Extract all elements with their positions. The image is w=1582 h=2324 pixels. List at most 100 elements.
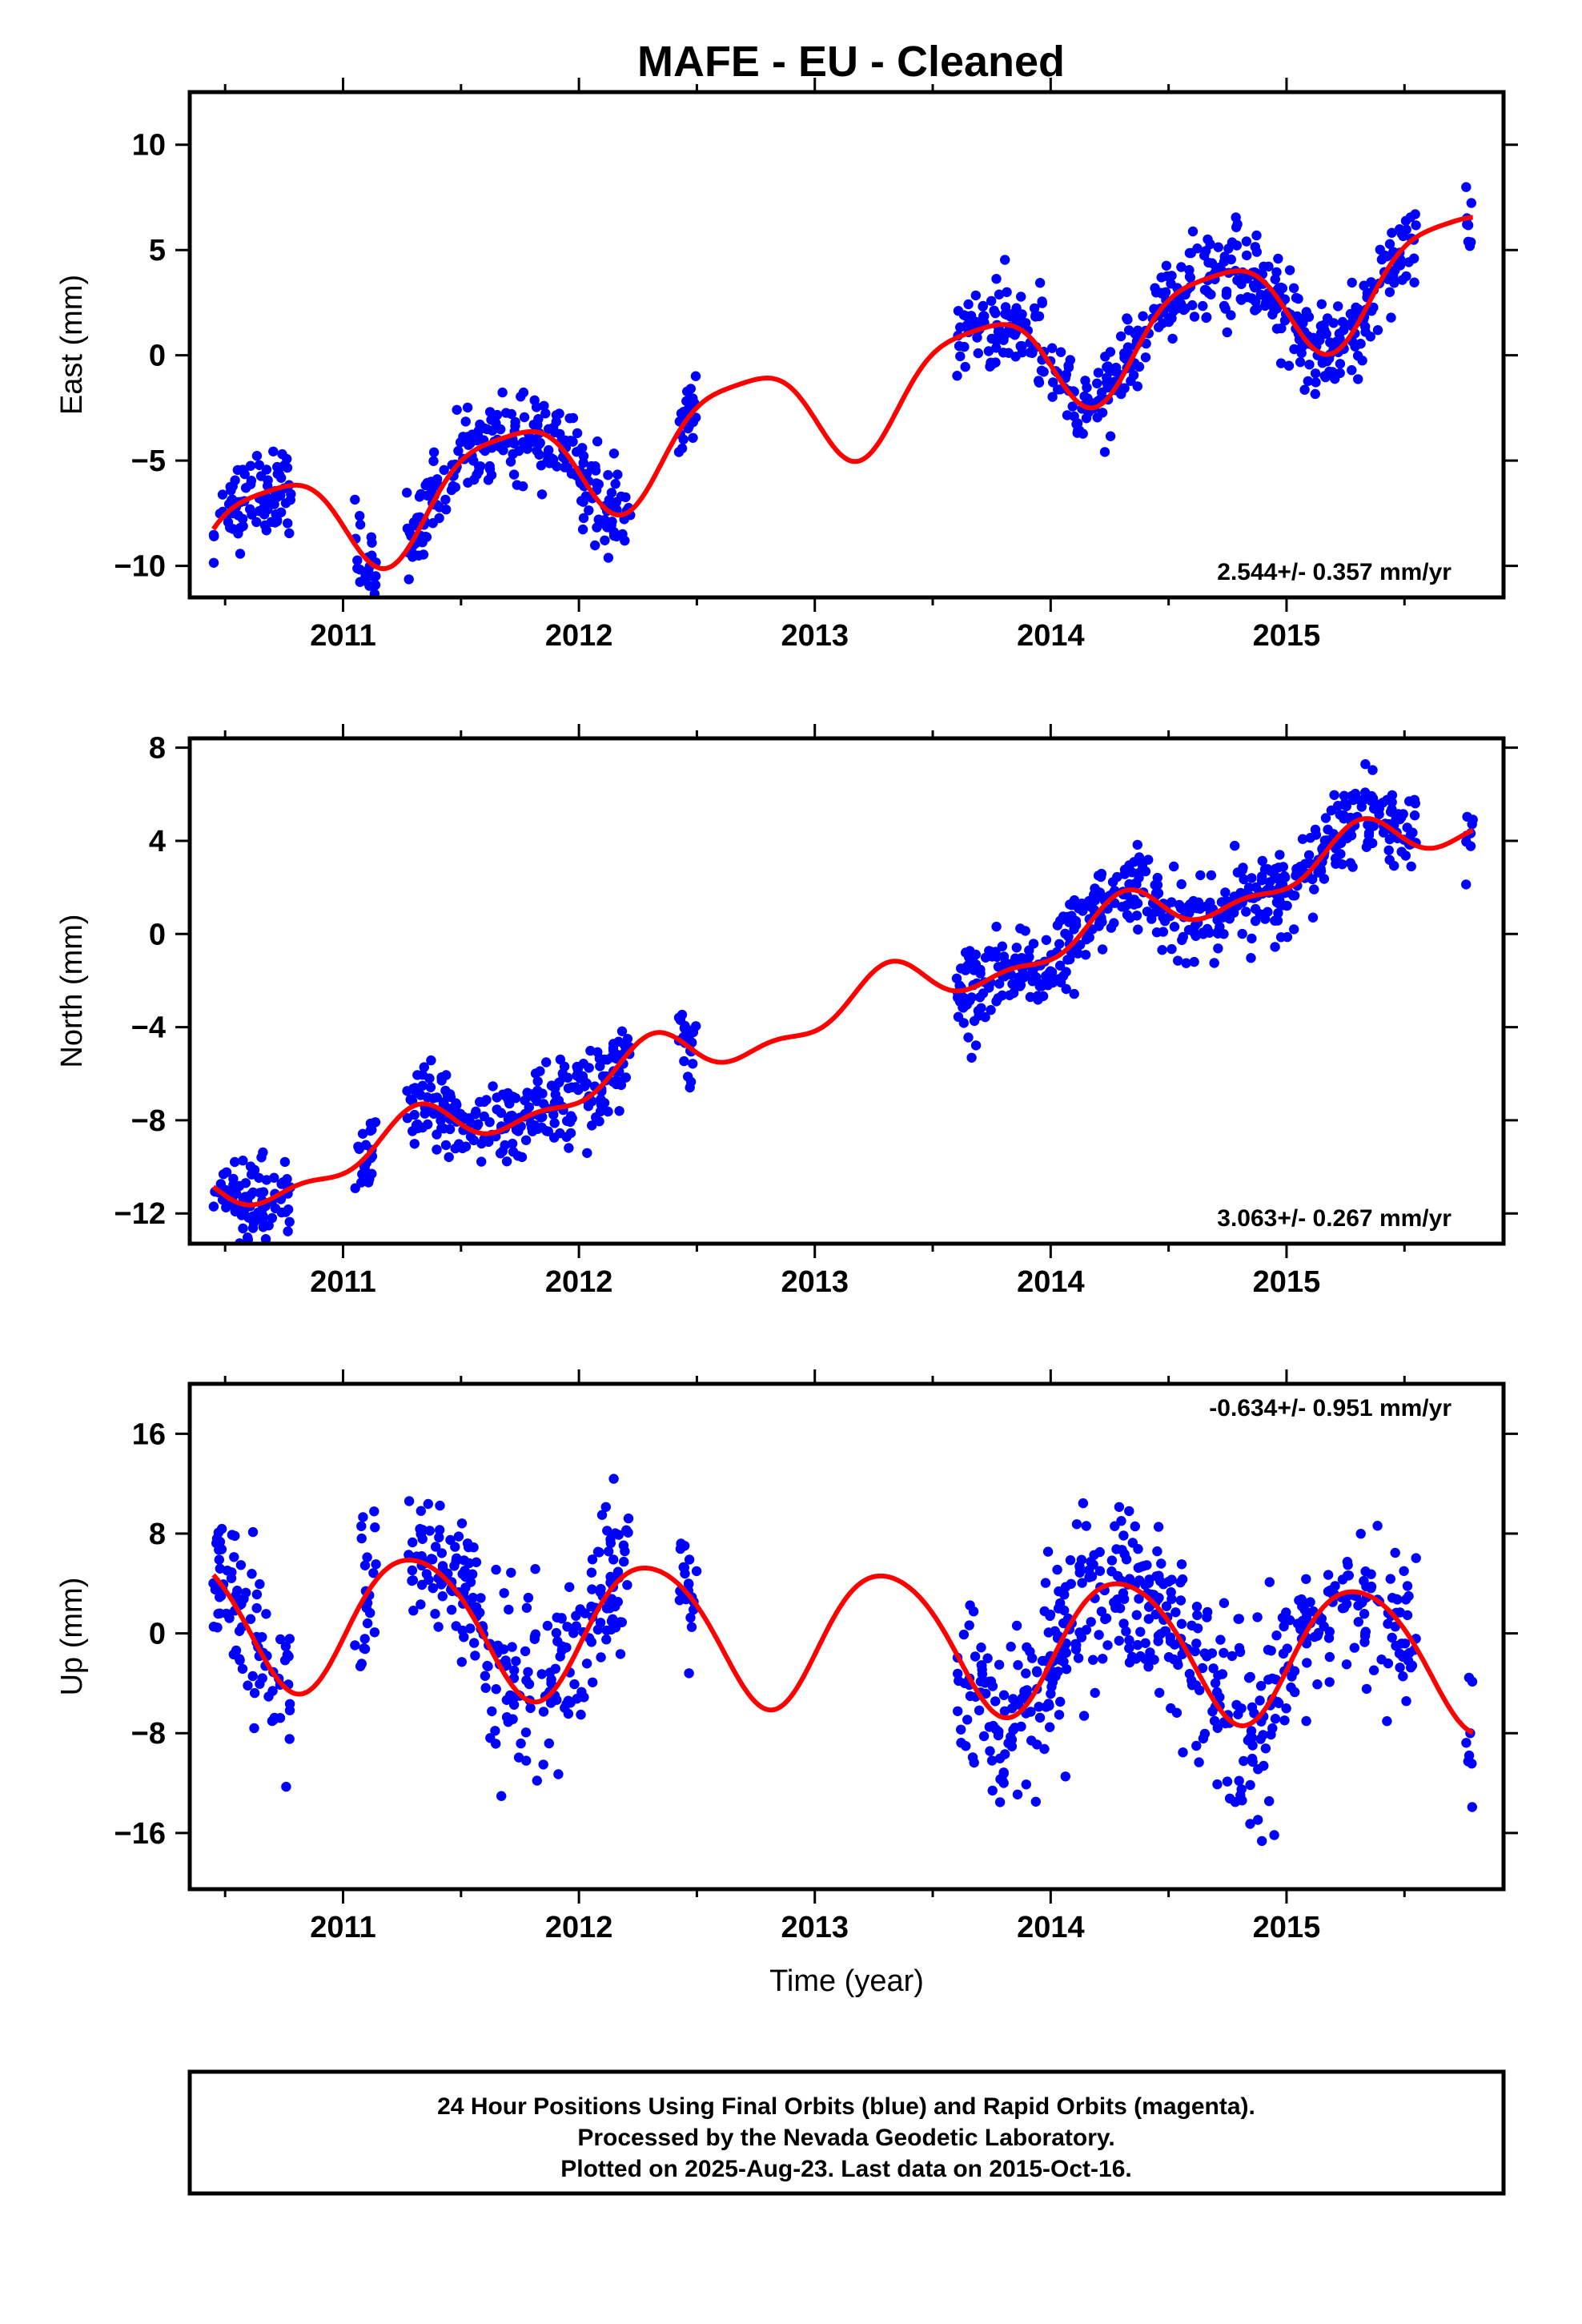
data-point <box>1305 1597 1315 1607</box>
data-point <box>408 1575 419 1586</box>
x-tick-label: 2011 <box>310 1911 375 1944</box>
data-point <box>1175 1595 1186 1606</box>
data-point <box>1110 1521 1120 1531</box>
data-point <box>532 1775 542 1786</box>
data-point <box>491 1564 501 1575</box>
data-point <box>1386 312 1396 323</box>
data-point <box>1286 1682 1296 1693</box>
data-point <box>1166 943 1177 955</box>
data-point <box>1191 1602 1203 1612</box>
data-point <box>1467 1676 1478 1687</box>
data-point <box>677 1009 688 1020</box>
data-point <box>566 468 577 479</box>
data-point <box>1163 1576 1174 1587</box>
data-point <box>460 416 471 427</box>
data-point <box>549 427 560 438</box>
data-point <box>1275 358 1287 368</box>
data-point <box>1463 236 1474 247</box>
data-point <box>608 448 620 459</box>
data-point <box>1384 287 1395 297</box>
data-point <box>483 475 494 485</box>
data-point <box>426 1055 436 1066</box>
data-point <box>1463 1756 1474 1767</box>
data-point <box>492 1104 502 1115</box>
data-point <box>1312 1679 1323 1690</box>
data-point <box>402 1113 413 1124</box>
data-point <box>582 1148 592 1159</box>
data-point <box>425 1082 436 1093</box>
data-point <box>596 1652 606 1663</box>
data-point <box>267 1212 278 1224</box>
data-point <box>520 1646 531 1657</box>
data-point <box>621 1525 632 1535</box>
data-point <box>604 1603 615 1614</box>
data-point <box>1401 271 1411 282</box>
data-point <box>496 1791 507 1801</box>
data-point <box>424 1574 434 1586</box>
data-point <box>1011 1620 1022 1631</box>
data-point <box>1190 920 1201 931</box>
data-point <box>1121 1626 1131 1637</box>
data-point <box>497 1089 508 1100</box>
data-point <box>555 1128 565 1139</box>
data-point <box>1269 1830 1279 1840</box>
data-point <box>551 410 562 420</box>
data-point <box>283 518 293 529</box>
data-point <box>447 1104 457 1114</box>
y-tick-label: −8 <box>131 1717 166 1751</box>
data-point <box>227 481 238 492</box>
data-point <box>1040 1578 1051 1588</box>
data-point <box>1347 365 1357 376</box>
data-point <box>1368 803 1379 814</box>
data-point <box>1189 956 1199 967</box>
data-point <box>1250 915 1261 927</box>
data-point <box>485 1733 496 1743</box>
data-point <box>1134 1594 1144 1604</box>
data-point <box>1466 198 1477 208</box>
data-point <box>215 1608 225 1618</box>
data-point <box>221 1167 232 1178</box>
data-point <box>1219 1598 1230 1608</box>
data-point <box>962 1715 973 1725</box>
data-point <box>1270 1714 1281 1724</box>
data-point <box>1376 1655 1387 1665</box>
data-point <box>1248 280 1259 291</box>
data-point <box>608 1554 619 1565</box>
data-point <box>1073 1653 1084 1663</box>
data-point <box>285 495 295 505</box>
data-point <box>1105 431 1116 441</box>
data-point <box>684 1668 694 1679</box>
data-point <box>538 1707 549 1717</box>
data-point <box>1176 1559 1187 1570</box>
data-point <box>1309 884 1319 895</box>
east-x-ticks: 2011 2012 2013 2014 2015 <box>223 78 1406 653</box>
data-point <box>973 348 984 359</box>
data-point <box>1223 243 1234 254</box>
data-point <box>457 1625 468 1636</box>
data-point <box>456 1657 467 1667</box>
data-point <box>1303 850 1315 861</box>
data-point <box>1176 879 1186 890</box>
data-point <box>1398 1671 1408 1682</box>
data-point <box>1094 1630 1104 1640</box>
data-point <box>247 1671 258 1682</box>
data-point <box>484 1136 494 1148</box>
data-point <box>990 357 1001 368</box>
data-point <box>1202 923 1213 935</box>
data-point <box>1063 362 1074 373</box>
data-point <box>620 1072 631 1083</box>
data-point <box>1236 279 1247 289</box>
data-point <box>437 1561 448 1571</box>
data-point <box>1180 304 1191 314</box>
data-point <box>974 992 986 1003</box>
data-point <box>1153 1522 1164 1532</box>
data-point <box>1011 943 1022 953</box>
data-point <box>1191 1680 1202 1691</box>
data-point <box>1198 1733 1209 1744</box>
data-point <box>994 289 1005 300</box>
data-point <box>1461 879 1472 890</box>
data-point <box>1135 1626 1146 1637</box>
data-point <box>1282 931 1293 943</box>
data-point <box>1114 1635 1125 1646</box>
data-point <box>367 537 377 548</box>
